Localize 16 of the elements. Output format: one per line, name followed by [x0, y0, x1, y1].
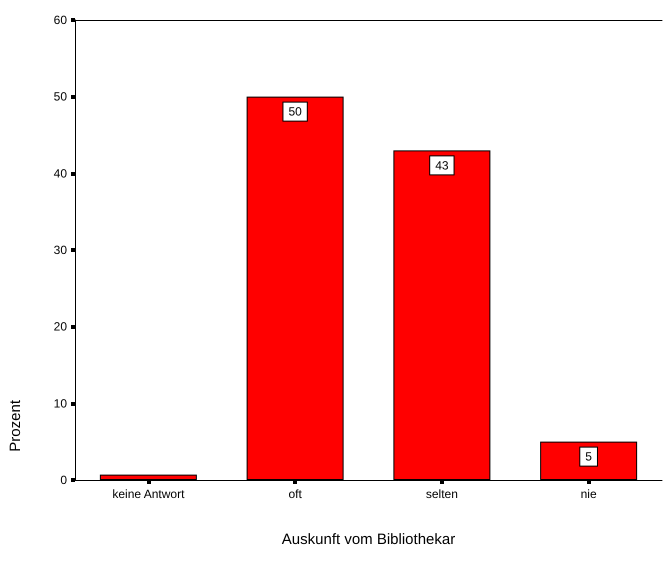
- data-label: 43: [435, 158, 449, 172]
- x-tick-label: selten: [426, 487, 458, 501]
- data-label: 50: [288, 104, 302, 119]
- y-tick-label: 30: [54, 243, 68, 257]
- data-label: 5: [585, 450, 592, 464]
- y-axis-title: Prozent: [7, 399, 24, 452]
- x-axis-title: Auskunft vom Bibliothekar: [282, 531, 456, 548]
- x-tick-label: nie: [580, 487, 597, 501]
- x-tick-label: keine Antwort: [112, 487, 186, 501]
- x-tick-label: oft: [288, 487, 302, 501]
- y-tick-label: 40: [54, 166, 68, 180]
- y-tick-label: 60: [54, 13, 68, 27]
- y-tick-label: 0: [60, 473, 68, 487]
- y-tick-label: 10: [54, 396, 68, 410]
- y-tick-label: 50: [54, 90, 68, 104]
- y-tick-label: 20: [54, 320, 68, 334]
